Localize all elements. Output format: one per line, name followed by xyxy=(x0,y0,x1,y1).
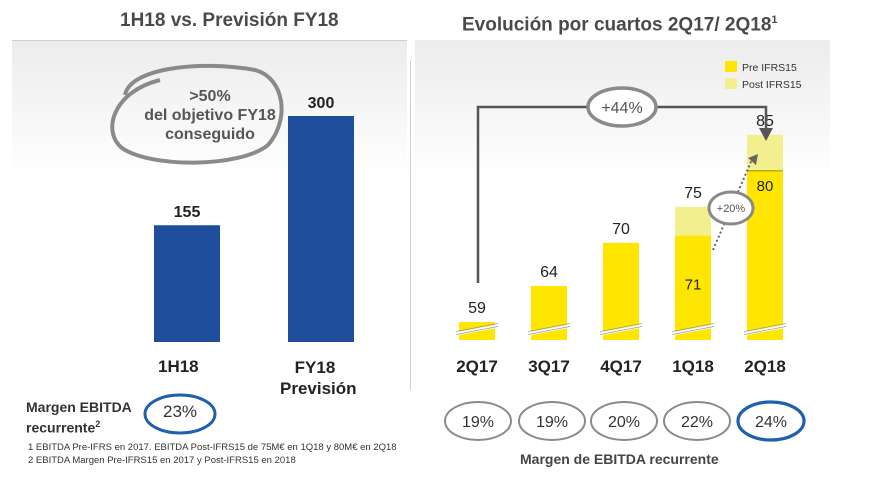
right-title-footnote-mark: 1 xyxy=(771,14,778,26)
bar-post-4 xyxy=(747,134,783,171)
margin-oval-1 xyxy=(518,401,586,441)
axis-break-edge-a-1 xyxy=(527,326,571,335)
legend-pre-label: Pre IFRS15 xyxy=(742,62,797,74)
objective-oval-text: >50% del objetivo FY18 conseguido xyxy=(144,88,276,143)
objective-oval xyxy=(110,63,284,165)
axis-break-edge-a-3 xyxy=(671,326,715,335)
margin-value-3: 22% xyxy=(681,414,713,431)
bar-value-3: 75 xyxy=(684,185,702,202)
quarter-label-3: 1Q18 xyxy=(672,357,714,376)
bar-value-0: 59 xyxy=(468,300,486,317)
quarter-growth-arrowhead xyxy=(748,154,758,165)
margin-oval-2 xyxy=(590,401,658,441)
growth-quarter-label: +20% xyxy=(717,203,746,215)
left-category-1h18: 1H18 xyxy=(158,357,199,376)
bar-pre-2 xyxy=(603,242,639,340)
panel-divider xyxy=(410,60,411,390)
margin-value-0: 19% xyxy=(462,414,494,431)
bar-pre-4 xyxy=(747,170,783,340)
left-bar-value-1: 300 xyxy=(308,95,335,112)
quarter-label-0: 2Q17 xyxy=(456,357,498,376)
margin-value-4: 24% xyxy=(755,414,787,431)
axis-break-edge-b-0 xyxy=(455,323,499,332)
left-margin-value: 23% xyxy=(162,402,198,421)
left-bar-value-0: 155 xyxy=(174,204,201,221)
left-bar-chart: 155 300 xyxy=(110,63,354,342)
left-bar-1 xyxy=(288,116,354,342)
legend-post-label: Post IFRS15 xyxy=(742,79,802,91)
axis-break-edge-a-0 xyxy=(455,326,499,335)
quarter-label-1: 3Q17 xyxy=(528,357,570,376)
axis-break-edge-a-2 xyxy=(599,326,643,335)
bar-inner-value-4: 80 xyxy=(757,178,774,195)
axis-break-edge-b-4 xyxy=(743,323,787,332)
margin-oval-0 xyxy=(444,401,512,441)
growth-quarter-oval xyxy=(707,190,755,226)
right-margin-caption: Margen de EBITDA recurrente xyxy=(520,451,719,467)
axis-break-2 xyxy=(599,324,643,336)
axis-break-edge-b-2 xyxy=(599,323,643,332)
bar-pre-3 xyxy=(675,235,711,340)
margin-oval-3 xyxy=(663,401,731,441)
axis-break-3 xyxy=(671,324,715,336)
footnote-2: 2 EBITDA Margen Pre-IFRS15 en 2017 y Pos… xyxy=(28,455,296,466)
margin-value-2: 20% xyxy=(608,414,640,431)
quarter-label-4: 2Q18 xyxy=(744,357,786,376)
legend-post-swatch xyxy=(725,78,737,89)
axis-break-1 xyxy=(527,324,571,336)
left-margin-oval xyxy=(143,393,217,435)
left-bar-0 xyxy=(154,225,220,342)
growth-total-oval xyxy=(586,86,658,128)
right-chart-title: Evolución por cuartos 2Q17/ 2Q181 xyxy=(462,14,778,36)
left-panel-top-divider xyxy=(12,40,407,41)
bar-value-1: 64 xyxy=(540,264,558,281)
growth-bracket-arrowhead xyxy=(759,128,773,141)
bar-inner-value-3: 71 xyxy=(685,277,702,294)
quarter-label-2: 4Q17 xyxy=(600,357,642,376)
bar-post-3 xyxy=(675,206,711,236)
margin-value-1: 19% xyxy=(536,414,568,431)
footnote-1: 1 EBITDA Pre-IFRS en 2017. EBITDA Post-I… xyxy=(28,442,397,453)
axis-break-0 xyxy=(455,324,499,336)
left-chart-title: 1H18 vs. Previsión FY18 xyxy=(120,10,339,31)
axis-break-edge-b-3 xyxy=(671,323,715,332)
margin-oval-4 xyxy=(736,400,806,442)
axis-break-edge-b-1 xyxy=(527,323,571,332)
bar-value-2: 70 xyxy=(612,221,630,238)
left-margin-label: Margen EBITDA recurrente2 xyxy=(26,399,132,436)
axis-break-4 xyxy=(743,324,787,336)
growth-total-label: +44% xyxy=(601,100,642,117)
legend-pre-swatch xyxy=(725,61,737,72)
left-category-fy18: FY18 Previsión xyxy=(280,358,357,398)
axis-break-edge-a-4 xyxy=(743,326,787,335)
